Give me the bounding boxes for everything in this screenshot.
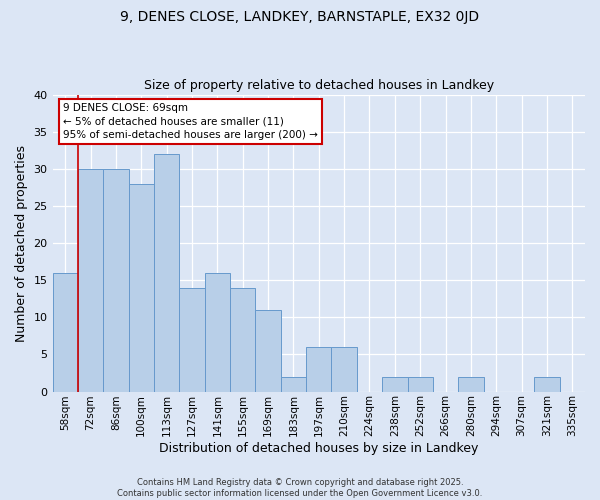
Bar	[205, 272, 230, 392]
Y-axis label: Number of detached properties: Number of detached properties	[15, 144, 28, 342]
Bar	[179, 288, 205, 392]
Bar	[256, 310, 281, 392]
Bar	[230, 288, 256, 392]
Text: 9 DENES CLOSE: 69sqm
← 5% of detached houses are smaller (11)
95% of semi-detach: 9 DENES CLOSE: 69sqm ← 5% of detached ho…	[63, 104, 318, 140]
X-axis label: Distribution of detached houses by size in Landkey: Distribution of detached houses by size …	[159, 442, 478, 455]
Text: 9, DENES CLOSE, LANDKEY, BARNSTAPLE, EX32 0JD: 9, DENES CLOSE, LANDKEY, BARNSTAPLE, EX3…	[121, 10, 479, 24]
Bar	[78, 169, 103, 392]
Bar	[281, 376, 306, 392]
Title: Size of property relative to detached houses in Landkey: Size of property relative to detached ho…	[144, 79, 494, 92]
Bar	[534, 376, 560, 392]
Text: Contains HM Land Registry data © Crown copyright and database right 2025.
Contai: Contains HM Land Registry data © Crown c…	[118, 478, 482, 498]
Bar	[306, 347, 331, 392]
Bar	[331, 347, 357, 392]
Bar	[53, 272, 78, 392]
Bar	[407, 376, 433, 392]
Bar	[154, 154, 179, 392]
Bar	[128, 184, 154, 392]
Bar	[103, 169, 128, 392]
Bar	[382, 376, 407, 392]
Bar	[458, 376, 484, 392]
